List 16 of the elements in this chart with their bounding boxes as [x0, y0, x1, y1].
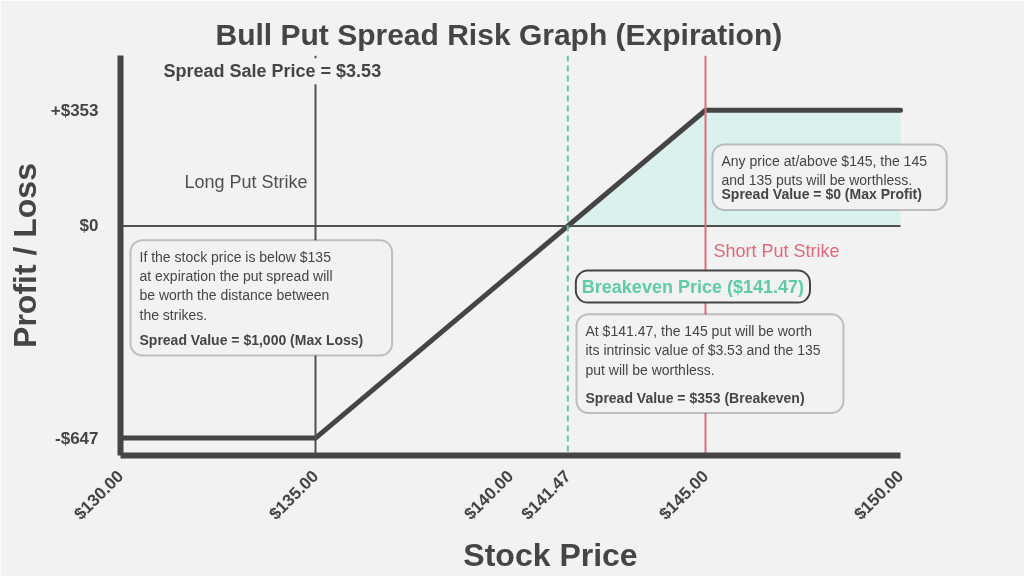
annotation: Spread Value = $353 (Breakeven) [585, 389, 805, 406]
annotation: Spread Value = $1,000 (Max Loss) [139, 332, 364, 349]
chart-title: Bull Put Spread Risk Graph (Expiration) [215, 17, 783, 51]
annotation: If the stock price is below $135 at expiration the put spread will be worth the distance between the strikes. [139, 249, 333, 323]
ref-line-label: Breakeven Price ($141.47) [581, 276, 804, 297]
annotation: Spread Value = $0 (Max Profit) [721, 186, 922, 203]
annotation: Spread Sale Price = $3.53 [163, 61, 382, 82]
annotation: At $141.47, the 145 put will be worth its intrinsic value of $3.53 and the 135 put will be worthless. [585, 323, 821, 378]
y-tick-label: -$647 [55, 428, 99, 448]
y-tick-label: +$353 [50, 100, 99, 120]
annotation: Any price at/above $145, the 145 and 135 puts will be worthless. [721, 153, 928, 189]
y-axis-title: Profit / Loss [6, 163, 43, 348]
ref-line-label: Long Put Strike [184, 171, 308, 192]
y-tick-label: $0 [79, 216, 99, 236]
ref-line-label: Short Put Strike [713, 241, 840, 262]
x-axis-title: Stock Price [463, 537, 638, 574]
